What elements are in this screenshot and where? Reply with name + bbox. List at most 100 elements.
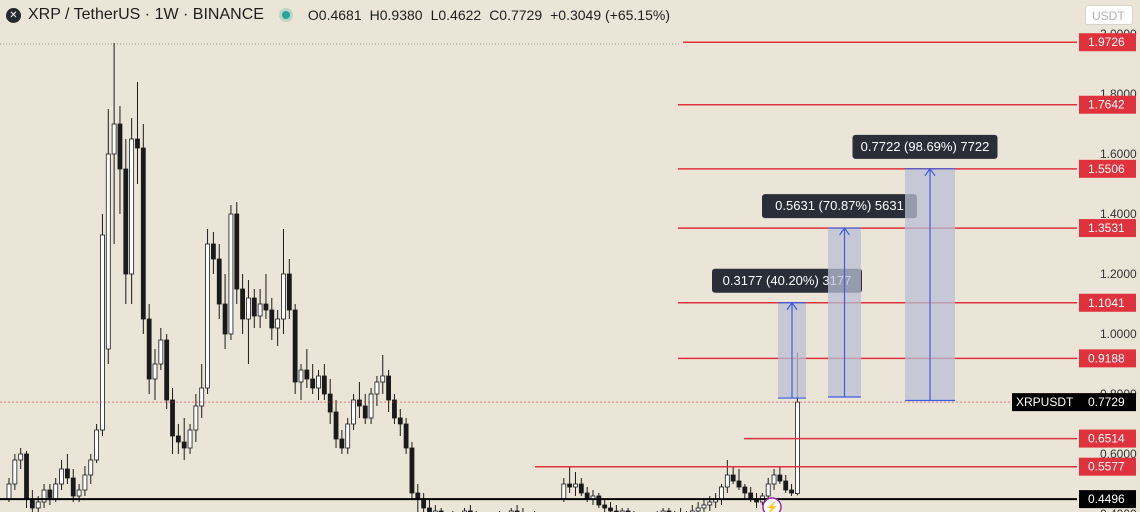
candle-body	[602, 504, 608, 509]
candle-body	[175, 435, 181, 443]
candle-body	[339, 438, 345, 449]
resistance-level-label: 0.9188	[1088, 351, 1125, 365]
support-level-label: 0.4496	[1088, 492, 1125, 506]
resistance-level-label: 1.9726	[1088, 35, 1125, 49]
event-marker-icon	[762, 497, 782, 512]
candle-body	[53, 483, 59, 500]
measurement-tooltip-text: 0.7722 (98.69%) 7722	[861, 139, 990, 154]
low-value: L0.4622	[430, 7, 482, 23]
candle-body	[765, 483, 771, 497]
resistance-level-label: 1.7642	[1088, 98, 1125, 112]
candle-body	[193, 405, 199, 431]
candle-body	[742, 486, 748, 494]
candle-body	[240, 288, 246, 320]
candle-body	[158, 339, 164, 365]
candle-body	[164, 339, 170, 401]
candle-body	[105, 153, 111, 350]
high-value: H0.9380	[369, 7, 423, 23]
candle-body	[403, 423, 409, 449]
measurement-arrow-head	[924, 167, 936, 177]
candle-body	[47, 489, 53, 500]
candle-body	[41, 489, 47, 503]
candle-body	[281, 273, 286, 320]
candle-body	[567, 483, 573, 488]
candle-body	[257, 303, 263, 317]
candle-body	[140, 147, 146, 320]
candle-body	[100, 234, 105, 431]
last-price-symbol-label: XRPUSDT	[1016, 395, 1074, 409]
candle-body	[246, 297, 251, 320]
candle-body	[707, 501, 713, 506]
resistance-level-badge	[1079, 457, 1136, 476]
candle-body	[88, 459, 94, 476]
resistance-level-badge	[1079, 349, 1136, 368]
candle-body	[789, 489, 794, 494]
y-axis-tick-label: 0.4000	[1100, 507, 1137, 512]
y-axis-tick-label: 1.0000	[1100, 327, 1137, 341]
resistance-level-label: 0.5577	[1088, 460, 1125, 474]
resistance-level-label: 1.3531	[1088, 221, 1125, 235]
candle-body	[205, 243, 210, 389]
xrp-logo-icon: ✕	[6, 7, 21, 23]
candle-body	[321, 375, 327, 395]
symbol-title[interactable]: XRP / TetherUS · 1W · BINANCE	[28, 6, 264, 23]
candle-body	[94, 429, 99, 461]
measurement-tooltip-text: 0.3177 (40.20%) 3177	[723, 273, 852, 288]
candle-body	[286, 273, 292, 311]
measurement-tooltip	[712, 268, 862, 293]
candle-body	[269, 309, 275, 329]
candle-body	[210, 243, 216, 260]
candle-body	[397, 417, 403, 425]
candle-body	[170, 399, 175, 437]
candle-body	[719, 486, 724, 500]
candle-body	[111, 123, 117, 155]
measurement-arrow-head	[839, 227, 850, 236]
candle-body	[427, 507, 432, 512]
candle-body	[783, 480, 789, 491]
candle-body	[310, 378, 316, 389]
candle-body	[584, 492, 590, 500]
candle-body	[368, 393, 374, 419]
candle-body	[333, 411, 339, 440]
candle-body	[298, 369, 304, 383]
resistance-level-label: 0.6514	[1088, 432, 1125, 446]
symbol-header: ✕ XRP / TetherUS · 1W · BINANCE O0.4681 …	[6, 4, 670, 26]
open-value: O0.4681	[307, 7, 362, 23]
change-value: +0.3049 (+65.15%)	[550, 7, 670, 23]
candle-body	[327, 393, 333, 413]
candle-body	[386, 375, 392, 401]
candle-body	[234, 213, 240, 290]
candle-body	[608, 507, 613, 512]
support-level-badge	[1079, 490, 1136, 509]
candles-group	[6, 43, 800, 512]
candle-body	[29, 498, 35, 509]
candle-body	[216, 258, 222, 305]
currency-select[interactable]: USDT	[1085, 5, 1133, 25]
candle-body	[82, 474, 88, 491]
candle-body	[561, 483, 567, 500]
candle-body	[59, 468, 64, 485]
market-status-icon	[281, 11, 290, 19]
candle-body	[777, 474, 783, 482]
y-axis-tick-label: 1.4000	[1100, 207, 1137, 221]
candle-body	[129, 138, 135, 275]
resistance-level-badge	[1079, 95, 1136, 114]
candle-body	[573, 483, 578, 488]
candle-body	[146, 318, 152, 380]
candle-body	[730, 474, 736, 482]
candle-body	[795, 401, 800, 494]
measurement-tooltip-text: 0.5631 (70.87%) 5631	[775, 198, 904, 213]
candle-body	[596, 495, 602, 506]
candle-body	[228, 213, 234, 335]
candle-body	[415, 492, 421, 500]
candle-body	[374, 381, 380, 395]
candle-body	[199, 387, 205, 407]
candle-body	[263, 303, 269, 311]
candle-body	[135, 138, 140, 149]
ohlc-legend: O0.4681 H0.9380 L0.4622 C0.7729 +0.3049 …	[308, 7, 670, 23]
last-price-value-label: 0.7729	[1088, 395, 1125, 409]
candle-body	[736, 480, 742, 488]
candle-body	[181, 441, 187, 449]
candle-body	[12, 459, 18, 485]
